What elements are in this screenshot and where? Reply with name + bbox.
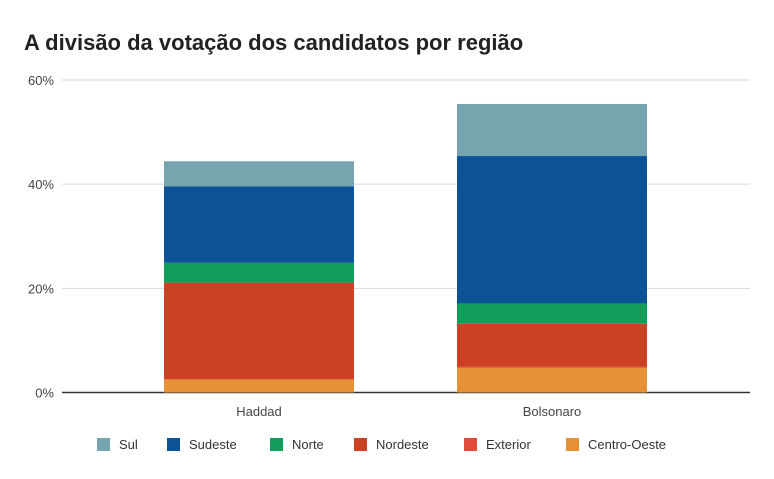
y-axis: 0% 20% 40% 60% [28, 73, 54, 401]
y-tick-label: 0% [35, 386, 54, 401]
x-tick-label: Haddad [236, 404, 282, 419]
bar-segment-norte[interactable] [457, 303, 647, 324]
bar-segment-nordeste[interactable] [457, 323, 647, 367]
y-tick-label: 60% [28, 73, 54, 88]
legend-swatch [566, 438, 579, 451]
bar-segment-exterior[interactable] [164, 378, 354, 380]
legend-item: Sul [97, 437, 138, 452]
bar-segment-sudeste[interactable] [164, 186, 354, 263]
legend-swatch [167, 438, 180, 451]
y-tick-label: 20% [28, 281, 54, 296]
legend-label: Centro-Oeste [588, 437, 666, 452]
legend-swatch [354, 438, 367, 451]
legend-item: Sudeste [167, 437, 237, 452]
bar-segment-sudeste[interactable] [457, 156, 647, 304]
legend-swatch [464, 438, 477, 451]
bar-segment-nordeste[interactable] [164, 282, 354, 379]
legend-label: Norte [292, 437, 324, 452]
legend-swatch [270, 438, 283, 451]
y-tick-label: 40% [28, 177, 54, 192]
legend-item: Nordeste [354, 437, 429, 452]
chart-title: A divisão da votação dos candidatos por … [24, 30, 523, 55]
legend-label: Sul [119, 437, 138, 452]
legend-swatch [97, 438, 110, 451]
legend-label: Exterior [486, 437, 531, 452]
bar-segment-sul[interactable] [457, 103, 647, 157]
legend-item: Centro-Oeste [566, 437, 666, 452]
legend-item: Norte [270, 437, 324, 452]
bars [164, 103, 647, 393]
legend-label: Nordeste [376, 437, 429, 452]
bar-segment-norte[interactable] [164, 262, 354, 283]
x-axis: Haddad Bolsonaro [236, 404, 581, 419]
bar-segment-centro-oeste[interactable] [164, 379, 354, 393]
legend: Sul Sudeste Norte Nordeste Exterior Centro-Oe… [97, 437, 666, 452]
x-tick-label: Bolsonaro [523, 404, 582, 419]
legend-item: Exterior [464, 437, 531, 452]
bar-segment-centro-oeste[interactable] [457, 367, 647, 393]
bar-segment-exterior[interactable] [457, 366, 647, 368]
legend-label: Sudeste [189, 437, 237, 452]
bar-segment-sul[interactable] [164, 161, 354, 187]
